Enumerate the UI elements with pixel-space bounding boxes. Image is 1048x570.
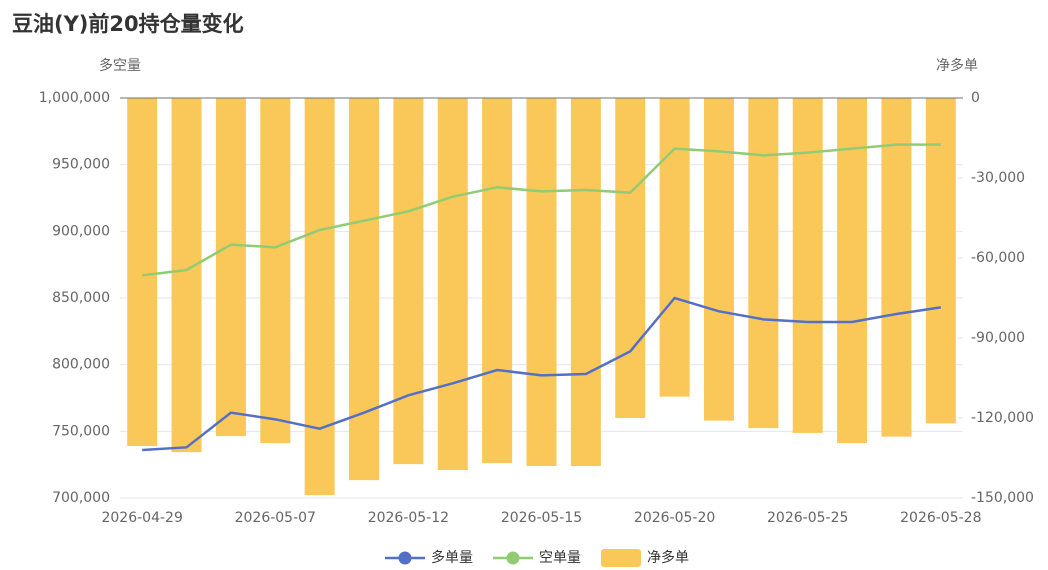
bar [260,98,291,444]
bar [837,98,868,444]
y2-axis-title: 净多单 [936,57,978,74]
legend-label: 多单量 [431,549,473,566]
x-tick-label: 2026-05-28 [900,510,981,526]
y2-tick-label: -90,000 [971,330,1025,346]
bar [437,98,468,470]
x-tick-label: 2026-05-15 [501,510,582,526]
legend-swatch [398,551,412,565]
y2-tick-label: -150,000 [971,490,1034,506]
bar [526,98,557,466]
x-tick-label: 2026-05-07 [235,510,316,526]
x-tick-label: 2026-05-20 [634,510,715,526]
y-axis-title: 多空量 [99,57,141,74]
legend-label: 净多单 [647,549,689,566]
line [142,296,942,452]
y-tick-label: 1,000,000 [39,90,110,106]
chart-title: 豆油(Y)前20持仓量变化 [12,12,244,36]
legend-swatch [601,549,641,567]
bar [304,98,335,496]
y2-tick-label: -30,000 [971,170,1025,186]
legend-swatch [506,551,520,565]
bar [792,98,823,433]
bar [659,98,690,397]
y-tick-label: 700,000 [52,490,110,506]
bar [127,98,158,446]
x-tick-label: 2026-05-25 [767,510,848,526]
bar [925,98,956,424]
bar [393,98,424,465]
bar [748,98,779,429]
y-tick-label: 900,000 [52,223,110,239]
x-tick-label: 2026-05-12 [368,510,449,526]
bar [215,98,246,437]
y-tick-label: 750,000 [52,423,110,439]
y-tick-label: 950,000 [52,157,110,173]
line [142,143,941,277]
bar [570,98,601,466]
legend-label: 空单量 [539,550,581,566]
bar [703,98,734,421]
bar [615,98,646,418]
y-tick-label: 850,000 [52,290,110,306]
bar [482,98,513,464]
y-tick-label: 800,000 [52,357,110,373]
y2-tick-label: 0 [971,90,980,106]
bar [881,98,912,437]
bar [349,98,380,481]
y2-tick-label: -120,000 [971,410,1034,426]
y2-tick-label: -60,000 [971,250,1025,266]
x-tick-label: 2026-04-29 [101,510,182,526]
bar [171,98,202,453]
